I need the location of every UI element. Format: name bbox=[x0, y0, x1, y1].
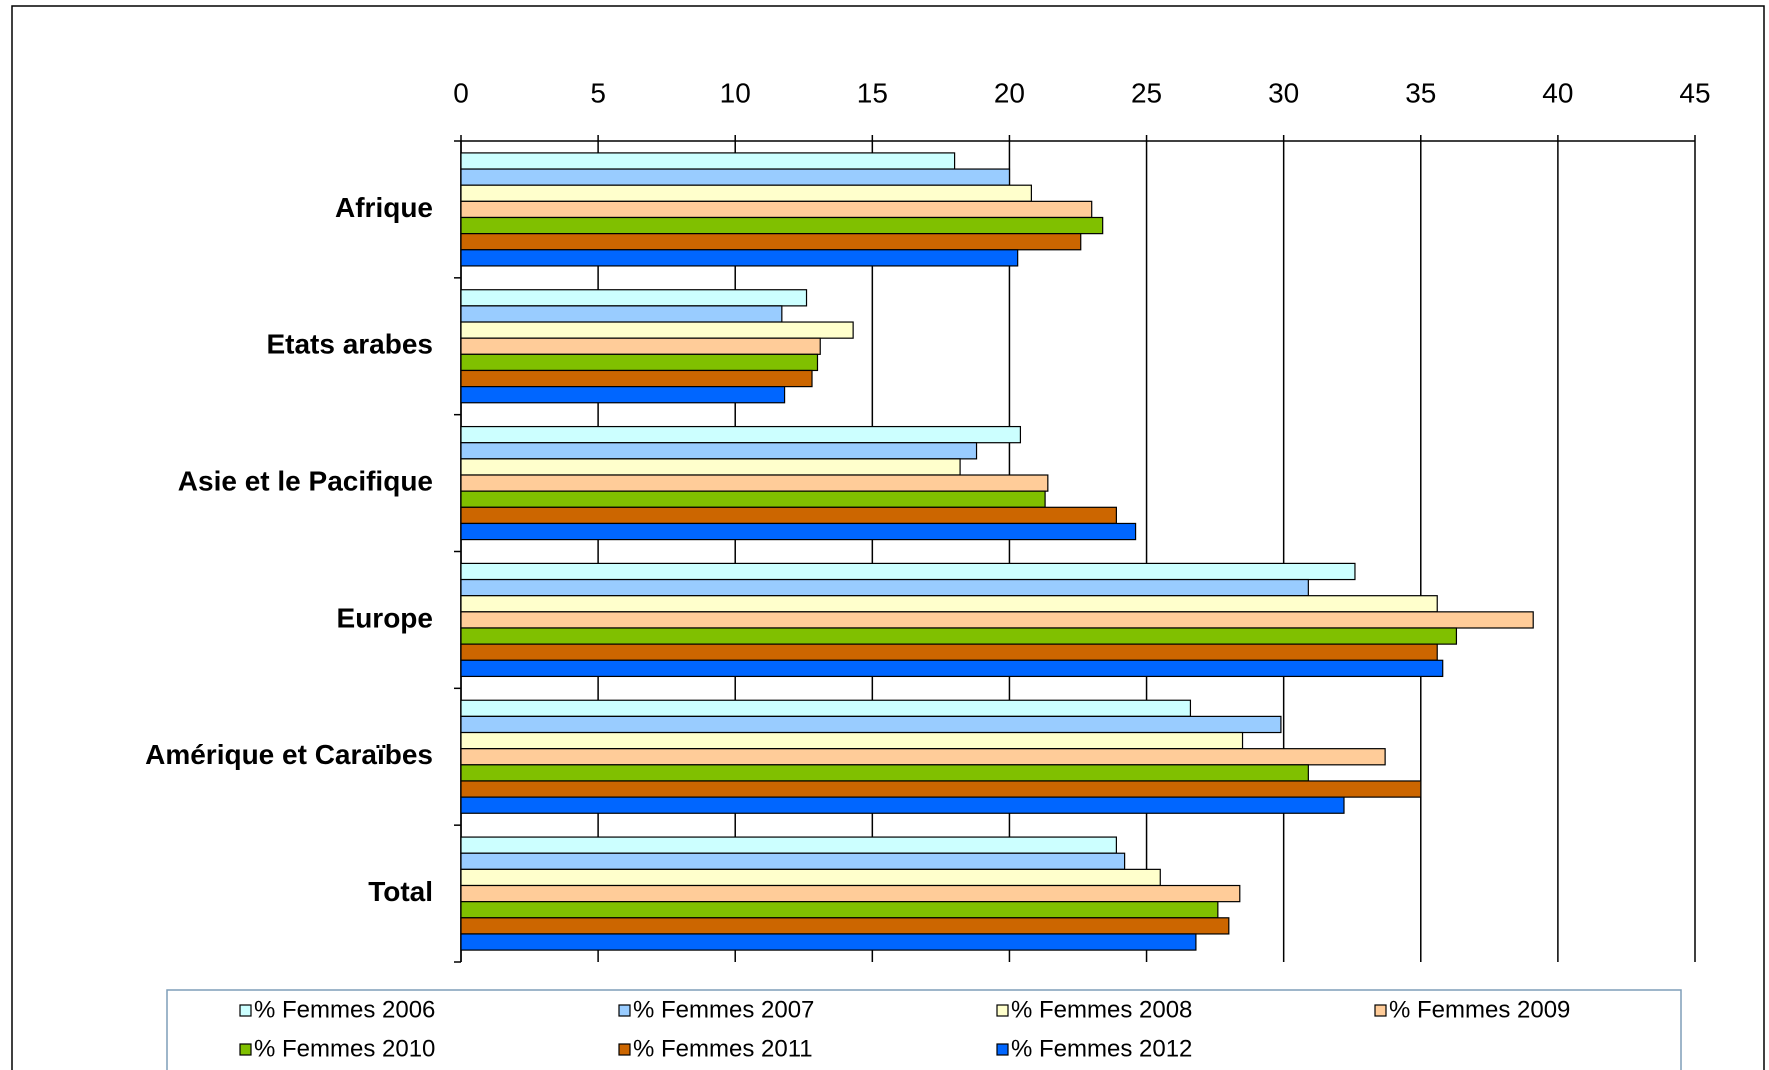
legend-swatch bbox=[1374, 1004, 1387, 1017]
legend-box bbox=[166, 989, 1682, 1070]
bar bbox=[460, 321, 854, 339]
y-tick-label: Etats arabes bbox=[266, 329, 433, 360]
bar bbox=[460, 715, 1282, 734]
legend-label: % Femmes 2006 bbox=[254, 996, 435, 1023]
bar bbox=[460, 506, 1117, 525]
bar bbox=[460, 458, 961, 476]
bar bbox=[460, 699, 1192, 717]
bar bbox=[460, 796, 1345, 814]
bar bbox=[460, 627, 1458, 645]
bar bbox=[460, 562, 1356, 581]
bar bbox=[460, 917, 1230, 935]
bar bbox=[460, 289, 808, 307]
x-tick-label: 15 bbox=[857, 77, 888, 108]
bar bbox=[460, 184, 1032, 202]
x-tick-label: 20 bbox=[994, 77, 1025, 108]
bar bbox=[460, 643, 1438, 661]
bar bbox=[460, 337, 821, 355]
legend-swatch bbox=[996, 1043, 1009, 1056]
x-tick-label: 40 bbox=[1542, 77, 1573, 108]
legend-label: % Femmes 2008 bbox=[1011, 996, 1192, 1023]
bar bbox=[460, 836, 1117, 854]
bar bbox=[460, 168, 1011, 186]
x-tick-label: 45 bbox=[1679, 77, 1710, 108]
bar bbox=[460, 659, 1444, 678]
bar bbox=[460, 884, 1241, 903]
bar bbox=[460, 425, 1022, 444]
bar bbox=[460, 595, 1438, 613]
bar bbox=[460, 868, 1161, 887]
x-tick-label: 5 bbox=[590, 77, 606, 108]
legend-label: % Femmes 2011 bbox=[633, 1035, 813, 1062]
legend-swatch bbox=[239, 1043, 252, 1056]
bar bbox=[460, 305, 783, 323]
bar bbox=[460, 748, 1386, 766]
y-tick-label: Amérique et Caraïbes bbox=[145, 739, 433, 770]
bar bbox=[460, 233, 1082, 251]
bar bbox=[460, 200, 1093, 219]
bar bbox=[460, 216, 1104, 235]
y-tick-label: Europe bbox=[337, 602, 433, 633]
bar bbox=[460, 901, 1219, 919]
legend-swatch bbox=[996, 1004, 1009, 1017]
y-tick-label: Total bbox=[368, 876, 433, 907]
x-tick-label: 0 bbox=[453, 77, 469, 108]
bar bbox=[460, 353, 819, 372]
legend-label: % Femmes 2010 bbox=[254, 1035, 435, 1062]
bar bbox=[460, 933, 1197, 951]
bar bbox=[460, 249, 1019, 267]
bar bbox=[460, 442, 978, 460]
legend-label: % Femmes 2007 bbox=[633, 996, 814, 1023]
legend-label: % Femmes 2012 bbox=[1011, 1035, 1192, 1062]
bar bbox=[460, 764, 1309, 782]
y-tick-label: Afrique bbox=[335, 192, 433, 223]
x-tick-label: 10 bbox=[720, 77, 751, 108]
legend-swatch bbox=[239, 1004, 252, 1017]
x-tick-label: 30 bbox=[1268, 77, 1299, 108]
legend-swatch bbox=[618, 1043, 631, 1056]
bar bbox=[460, 490, 1046, 508]
bar bbox=[460, 852, 1126, 870]
bar bbox=[460, 522, 1137, 541]
y-tick-label: Asie et le Pacifique bbox=[178, 465, 433, 496]
legend-swatch bbox=[618, 1004, 631, 1017]
bar bbox=[460, 386, 786, 404]
x-tick-label: 25 bbox=[1131, 77, 1162, 108]
bar bbox=[460, 731, 1244, 750]
bar bbox=[460, 474, 1049, 492]
bar bbox=[460, 369, 813, 388]
x-tick-label: 35 bbox=[1405, 77, 1436, 108]
bar bbox=[460, 611, 1534, 629]
legend-label: % Femmes 2009 bbox=[1389, 996, 1570, 1023]
bar bbox=[460, 780, 1422, 798]
bar bbox=[460, 578, 1309, 597]
bar bbox=[460, 152, 956, 170]
